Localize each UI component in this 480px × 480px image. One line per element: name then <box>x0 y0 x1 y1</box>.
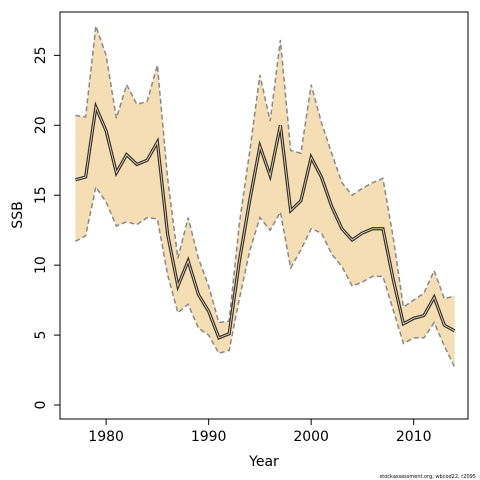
confidence-band <box>75 25 455 368</box>
x-tick-label: 2000 <box>293 429 329 445</box>
y-tick-label: 10 <box>33 256 49 274</box>
y-tick-label: 0 <box>33 401 49 410</box>
x-tick-label: 1980 <box>88 429 124 445</box>
y-tick-label: 5 <box>33 331 49 340</box>
x-tick-label: 2010 <box>396 429 432 445</box>
estimate-line-inner <box>75 105 455 339</box>
plot-area <box>74 25 456 368</box>
lower-bound-line <box>75 184 456 368</box>
x-axis: 1980 1990 2000 2010 <box>88 419 431 445</box>
credit-text: stockassessment.org, wbcod22, r2095 <box>380 474 476 480</box>
y-tick-label: 15 <box>33 186 49 204</box>
x-tick-label: 1990 <box>191 429 227 445</box>
y-tick-label: 25 <box>33 46 49 64</box>
plot-frame <box>59 11 469 420</box>
y-axis: 0 5 10 15 20 25 <box>33 46 60 409</box>
y-axis-title: SSB <box>10 201 26 228</box>
y-tick-label: 20 <box>33 116 49 134</box>
x-axis-title: Year <box>248 454 279 470</box>
upper-bound-line <box>75 25 455 324</box>
